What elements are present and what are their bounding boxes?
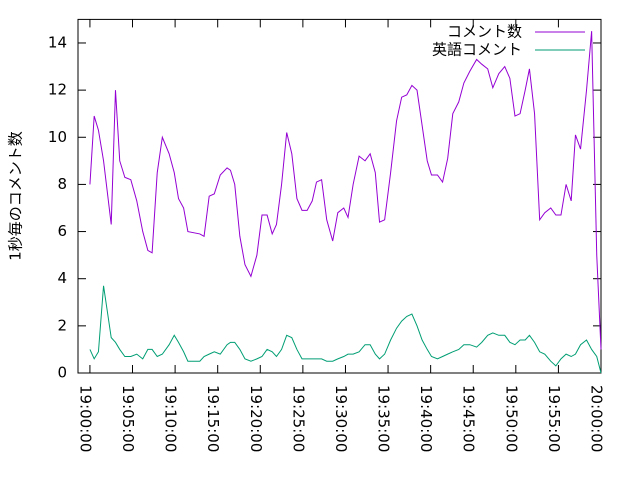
x-tick-label: 20:00:00 xyxy=(588,385,606,452)
x-tick-label: 19:10:00 xyxy=(162,385,180,452)
x-tick-label: 19:25:00 xyxy=(289,385,307,452)
x-tick-label: 19:50:00 xyxy=(502,385,520,452)
x-tick-label: 19:15:00 xyxy=(204,385,222,452)
y-tick-label: 8 xyxy=(57,175,67,193)
x-tick-label: 19:55:00 xyxy=(545,385,563,452)
x-tick-label: 19:45:00 xyxy=(460,385,478,452)
y-tick-label: 2 xyxy=(57,316,67,334)
y-tick-label: 14 xyxy=(48,33,67,51)
y-axis-label: 1秒毎のコメント数 xyxy=(7,131,25,261)
x-tick-label: 19:05:00 xyxy=(119,385,137,452)
y-tick-label: 0 xyxy=(57,364,67,382)
series-line xyxy=(89,285,602,374)
series-line xyxy=(89,31,602,350)
plot-frame xyxy=(77,18,602,374)
legend-label: コメント数 xyxy=(447,23,522,41)
x-tick-label: 19:00:00 xyxy=(76,385,94,452)
y-tick-label: 12 xyxy=(48,81,67,99)
x-tick-label: 19:40:00 xyxy=(417,385,435,452)
x-tick-label: 19:20:00 xyxy=(247,385,265,452)
y-tick-label: 4 xyxy=(57,269,67,287)
y-tick-label: 6 xyxy=(57,222,67,240)
legend-label: 英語コメント xyxy=(432,41,522,59)
x-tick-label: 19:30:00 xyxy=(332,385,350,452)
x-tick-label: 19:35:00 xyxy=(375,385,393,452)
y-tick-label: 10 xyxy=(48,128,67,146)
